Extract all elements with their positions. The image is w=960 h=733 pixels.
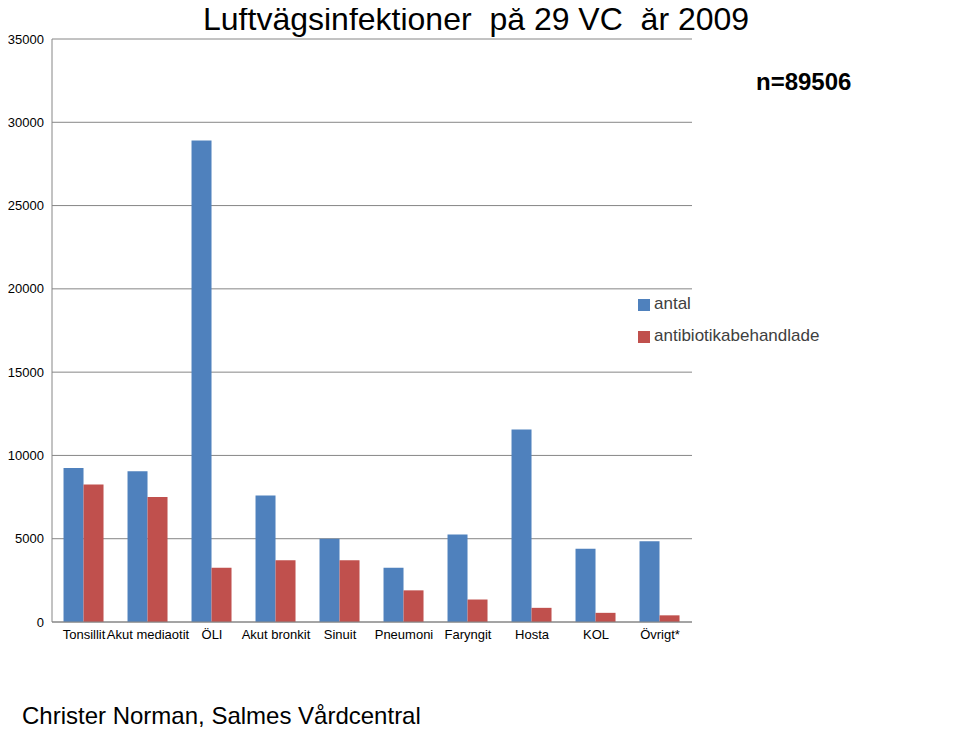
svg-text:Hosta: Hosta <box>515 627 550 642</box>
svg-text:Faryngit: Faryngit <box>445 627 492 642</box>
svg-text:30000: 30000 <box>8 115 44 130</box>
html-text:Luftvägsinfektioner på 29 VC å: Luftvägsinfektioner på 29 VC år 2009 <box>203 1 750 37</box>
svg-text:Akut bronkit: Akut bronkit <box>242 627 311 642</box>
svg-text:ÖLI: ÖLI <box>202 627 223 642</box>
svg-text:Sinuit: Sinuit <box>324 627 357 642</box>
svg-text:KOL: KOL <box>583 627 609 642</box>
svg-text:Tonsillit: Tonsillit <box>63 627 106 642</box>
html-text:Christer Norman, Salmes Vårdce: Christer Norman, Salmes Vårdcentral <box>22 702 421 729</box>
svg-text:0: 0 <box>37 615 44 630</box>
svg-text:Övrigt*: Övrigt* <box>640 627 680 642</box>
svg-text:Pneumoni: Pneumoni <box>375 627 434 642</box>
svg-text:10000: 10000 <box>8 448 44 463</box>
svg-text:25000: 25000 <box>8 198 44 213</box>
html-text:antal: antal <box>654 294 691 313</box>
svg-text:35000: 35000 <box>8 32 44 47</box>
svg-text:20000: 20000 <box>8 281 44 296</box>
html-text:antibiotikabehandlade: antibiotikabehandlade <box>654 326 820 345</box>
svg-text:Akut mediaotit: Akut mediaotit <box>107 627 190 642</box>
html-text:n=89506: n=89506 <box>756 68 852 95</box>
svg-text:5000: 5000 <box>15 531 44 546</box>
svg-text:15000: 15000 <box>8 365 44 380</box>
